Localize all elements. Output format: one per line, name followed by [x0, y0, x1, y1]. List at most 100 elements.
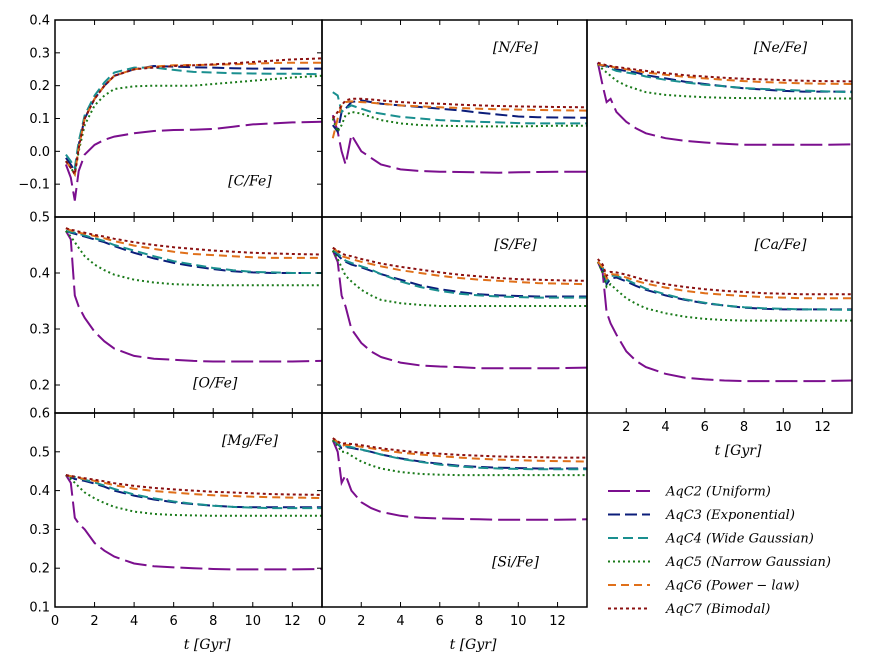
legend-label: AqC4 (Wide Gaussian): [665, 532, 814, 547]
legend-label: AqC6 (Power − law): [665, 579, 799, 594]
series-line-aqc6: [65, 474, 322, 499]
series-line-aqc7: [65, 474, 322, 496]
legend-label: AqC5 (Narrow Gaussian): [665, 555, 831, 570]
series-line-aqc4: [597, 261, 852, 311]
series-line-aqc5: [65, 74, 322, 178]
panel-frame: [54, 19, 323, 218]
x-tick-label: 10: [775, 420, 792, 435]
y-tick-label: −0.1: [18, 178, 50, 193]
x-tick-label: 2: [622, 420, 630, 435]
series-line-aqc3: [597, 63, 852, 93]
panel-grid: −0.1 0.0 0.1 0.2 0.3 0.4 [C/Fe] [N/Fe] [Ne/Fe] 0.…: [18, 14, 853, 653]
legend-entry: AqC5 (Narrow Gaussian): [608, 555, 831, 570]
series-group: [596, 258, 852, 383]
series-line-aqc7: [332, 437, 587, 459]
panel-label: [Si/Fe]: [492, 554, 539, 570]
panel-ne-fe: [Ne/Fe]: [586, 19, 853, 218]
series-line-aqc5: [65, 230, 322, 287]
series-line-aqc5: [331, 110, 587, 134]
series-line-aqc6: [65, 61, 322, 178]
series-group: [596, 61, 852, 146]
x-tick-label: 12: [814, 420, 831, 435]
x-tick-label: 12: [284, 614, 301, 629]
x-tick-label: 10: [510, 614, 527, 629]
series-line-aqc2: [65, 230, 322, 363]
series-line-aqc3: [332, 439, 587, 470]
series-line-aqc6: [597, 261, 852, 300]
y-tick-label: 0.2: [29, 379, 50, 394]
legend-entry: AqC6 (Power − law): [608, 579, 799, 594]
y-tick-label: 0.3: [29, 323, 50, 338]
panel-frame: [54, 216, 323, 414]
panel-frame: [586, 19, 853, 218]
series-line-aqc3: [332, 99, 587, 134]
series-line-aqc4: [332, 439, 587, 471]
series-line-aqc2: [596, 261, 852, 383]
panel-frame: [321, 216, 588, 414]
x-tick-label: 0: [51, 614, 59, 629]
panel-ca-fe: [Ca/Fe]: [586, 216, 853, 414]
x-axis-label: t [Gyr]: [715, 443, 762, 459]
series-line-aqc3: [596, 261, 852, 311]
panel-label: [Ne/Fe]: [754, 40, 808, 56]
series-line-aqc7: [597, 258, 852, 296]
x-tick-label: 6: [170, 614, 178, 629]
legend-entry: AqC2 (Uniform): [608, 485, 771, 500]
series-line-aqc7: [65, 227, 322, 256]
series-group: [65, 227, 322, 363]
series-line-aqc6: [332, 437, 587, 463]
x-tick-label: 0: [318, 614, 326, 629]
y-tick-label: 0.2: [29, 79, 50, 94]
series-line-aqc6: [332, 247, 587, 286]
series-line-aqc4: [65, 474, 322, 510]
x-axis-label: t [Gyr]: [184, 637, 231, 653]
panel-frame: [321, 412, 588, 608]
series-line-aqc4: [332, 91, 587, 125]
panel-label: [N/Fe]: [493, 40, 539, 56]
y-tick-label: 0.4: [29, 267, 50, 282]
legend-label: AqC2 (Uniform): [665, 485, 771, 500]
x-tick-label: 12: [549, 614, 566, 629]
series-line-aqc2: [596, 62, 852, 146]
x-tick-label: 10: [245, 614, 262, 629]
x-tick-label: 2: [90, 614, 98, 629]
panel-frame: [586, 216, 853, 414]
x-tick-label: 6: [436, 614, 444, 629]
series-line-aqc4: [597, 63, 852, 94]
legend-entry: AqC4 (Wide Gaussian): [608, 532, 814, 547]
series-group: [64, 57, 322, 201]
y-tick-label: 0.6: [29, 407, 50, 422]
y-tick-label: 0.4: [29, 484, 50, 499]
series-line-aqc2: [331, 114, 587, 174]
series-line-aqc4: [332, 249, 587, 299]
panel-label: [O/Fe]: [193, 376, 238, 392]
series-line-aqc6: [331, 100, 587, 139]
panel-label: [S/Fe]: [494, 237, 537, 253]
series-line-aqc2: [64, 120, 322, 201]
x-axis-col-2: 2 4 6 8 10 12 t [Gyr]: [622, 420, 831, 459]
panel-si-fe: [Si/Fe]: [321, 412, 588, 608]
panel-label: [Mg/Fe]: [222, 433, 279, 449]
y-tick-label: 0.5: [29, 445, 50, 460]
panel-label: [Ca/Fe]: [754, 237, 806, 253]
x-axis-col-0: 0 2 4 6 8 10 12 t [Gyr]: [51, 614, 301, 653]
panel-frame: [54, 412, 323, 608]
legend: AqC2 (Uniform) AqC3 (Exponential) AqC4 (Wi…: [608, 485, 831, 617]
series-line-aqc2: [65, 474, 322, 571]
series-group: [331, 91, 587, 174]
y-tick-label: 0.2: [29, 562, 50, 577]
series-line-aqc5: [597, 63, 852, 100]
panel-n-fe: [N/Fe]: [321, 19, 588, 218]
series-line-aqc7: [597, 61, 852, 83]
legend-label: AqC7 (Bimodal): [665, 602, 770, 617]
series-line-aqc7: [332, 246, 587, 282]
x-tick-label: 4: [661, 420, 669, 435]
series-line-aqc5: [65, 474, 322, 517]
series-group: [331, 437, 587, 521]
y-tick-label: 0.1: [29, 112, 50, 127]
panel-label: [C/Fe]: [228, 173, 272, 189]
x-tick-label: 4: [130, 614, 138, 629]
legend-label: AqC3 (Exponential): [665, 508, 795, 523]
legend-entry: AqC3 (Exponential): [608, 508, 795, 523]
